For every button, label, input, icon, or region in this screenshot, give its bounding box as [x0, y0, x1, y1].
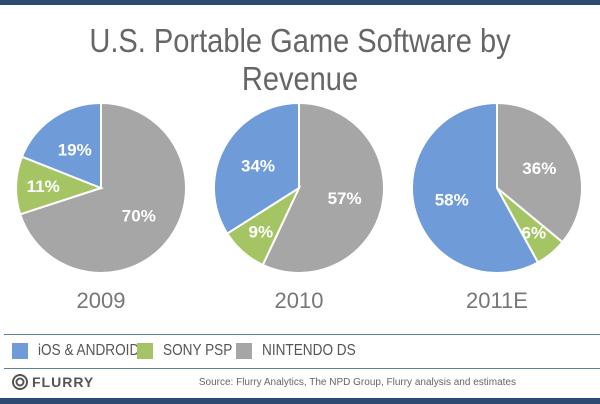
source-note: Source: Flurry Analytics, The NPD Group,…: [198, 377, 516, 388]
year-label: 2011E: [466, 288, 528, 313]
data-label: 6%: [522, 224, 547, 243]
pie-slice-ios-android: [213, 101, 300, 235]
divider: [4, 334, 600, 335]
legend-swatch: [137, 343, 153, 359]
legend-label: NINTENDO DS: [262, 342, 356, 359]
top-bar: [0, 0, 600, 5]
data-label: 58%: [435, 191, 469, 210]
flurry-logo-icon: [12, 374, 28, 390]
legend-item-nintendo-ds: NINTENDO DS: [236, 342, 372, 360]
data-label: 70%: [122, 206, 156, 225]
legend-swatch: [12, 343, 28, 359]
data-label: 36%: [522, 159, 556, 178]
pie-slice-ios-android: [411, 101, 540, 274]
data-label: 9%: [248, 222, 273, 241]
divider: [4, 368, 600, 369]
pie-slice-ios-android: [20, 101, 102, 190]
data-label: 57%: [328, 189, 362, 208]
chart-title: U.S. Portable Game Software by Revenue: [89, 22, 511, 97]
year-label: 2009: [77, 288, 126, 313]
flurry-logo: FLURRY: [12, 374, 94, 390]
data-label: 19%: [58, 140, 92, 159]
legend-item-ios-android: iOS & ANDROID: [12, 342, 157, 360]
legend-swatch: [236, 343, 252, 359]
pie-slice-nintendo-ds: [261, 101, 385, 274]
legend-label: iOS & ANDROID: [38, 342, 140, 359]
pie-slice-nintendo-ds: [496, 101, 583, 244]
data-label: 11%: [27, 177, 60, 196]
legend-label: SONY PSP: [163, 342, 233, 359]
bottom-bar: [0, 398, 600, 404]
legend-item-sony-psp: SONY PSP: [137, 342, 245, 360]
pie-charts: 70% 11% 19% 2009 57% 9% 34% 2010 36% 6% 58% 2011E: [15, 101, 583, 313]
year-label: 2010: [275, 288, 324, 313]
data-label: 34%: [241, 156, 275, 175]
logo-text: FLURRY: [32, 374, 95, 390]
